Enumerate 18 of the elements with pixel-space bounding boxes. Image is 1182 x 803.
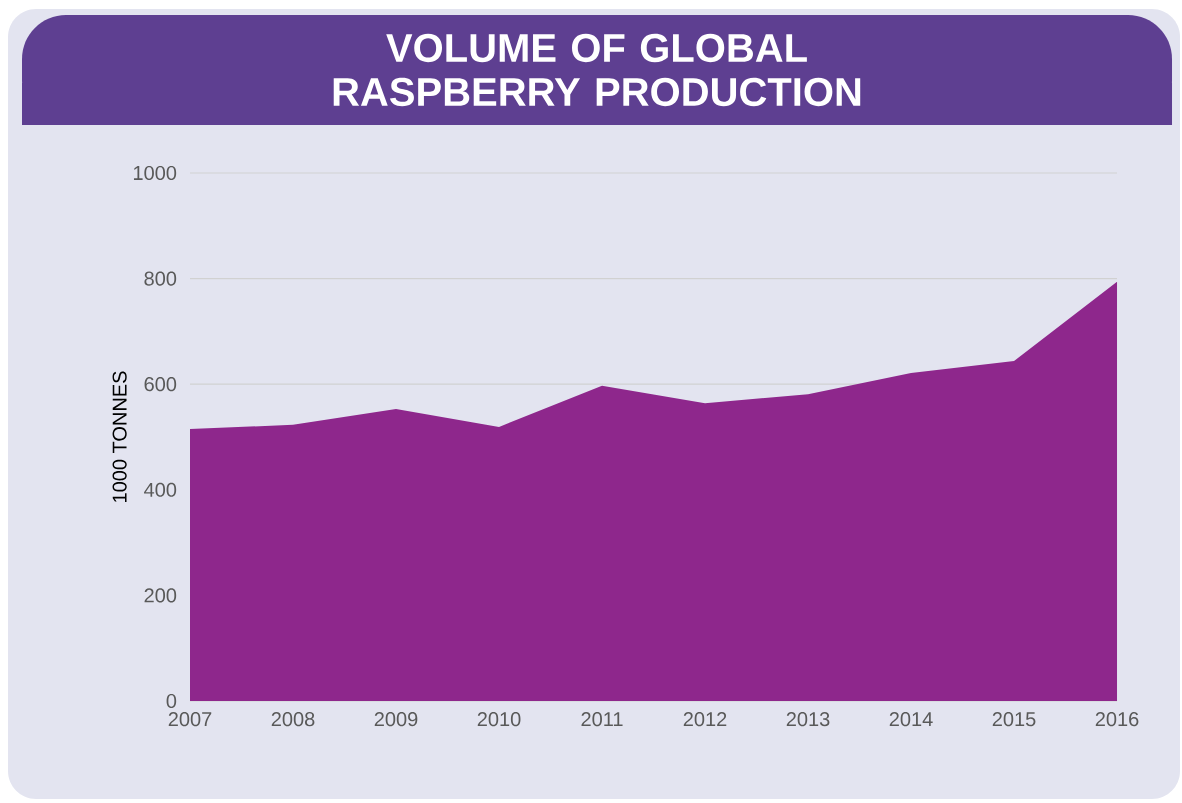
x-tick-label: 2007: [168, 712, 212, 727]
x-tick-label: 2008: [271, 712, 315, 727]
x-tick-label: 2016: [1095, 712, 1139, 727]
x-tick-label: 2009: [374, 712, 418, 727]
x-tick-label: 2012: [683, 712, 727, 727]
x-tick-label: 2011: [581, 712, 623, 727]
y-tick-label: 0: [166, 693, 177, 709]
y-tick-label: 400: [144, 482, 177, 497]
x-tick-label: 2013: [786, 712, 830, 727]
y-tick-label: 800: [144, 271, 177, 286]
x-tick-label: 2015: [992, 712, 1036, 727]
x-tick-label: 2014: [889, 712, 933, 727]
y-axis-title: 1000 TONNES: [112, 371, 127, 502]
y-tick-label: 1000: [133, 165, 177, 181]
x-tick-label: 2010: [477, 712, 521, 727]
y-tick-label: 200: [144, 588, 177, 603]
chart-title: VOLUME OF GLOBAL RASPBERRY PRODUCTION: [333, 33, 861, 107]
y-tick-label: 600: [144, 377, 177, 392]
